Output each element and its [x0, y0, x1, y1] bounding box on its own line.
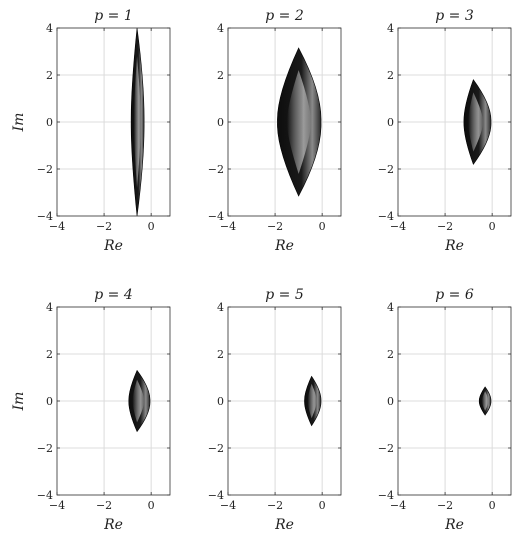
y-tick-label: 2	[217, 348, 224, 361]
y-tick-label: −2	[208, 163, 224, 176]
y-tick-label: 4	[217, 301, 224, 314]
x-axis-label: Re	[103, 517, 123, 533]
x-tick-label: −2	[96, 220, 112, 233]
subplot-2: −4 −2 0 −4 −2 0 2 4 p = 2 Re	[208, 8, 342, 254]
y-tick-label: −4	[208, 210, 224, 223]
x-tick-label: −2	[437, 499, 453, 512]
y-tick-label: 4	[217, 22, 224, 35]
y-tick-label: 2	[46, 348, 53, 361]
y-tick-label: −4	[37, 210, 53, 223]
x-tick-label: −2	[437, 220, 453, 233]
y-tick-label: 2	[387, 348, 394, 361]
x-axis-label: Re	[444, 517, 464, 533]
x-axis-label: Re	[274, 238, 294, 254]
subplot-1: −4 −2 0 −4 −2 0 2 4 p = 1 Re Im	[11, 8, 171, 254]
subplot-title: p = 1	[94, 8, 133, 24]
subplot-5: −4 −2 0 −4 −2 0 2 4 p = 5 Re	[208, 287, 342, 533]
y-tick-label: 2	[217, 69, 224, 82]
subplot-title: p = 6	[435, 287, 474, 303]
y-tick-label: −4	[37, 489, 53, 502]
stability-region-highlight	[133, 56, 141, 188]
x-tick-label: −2	[267, 499, 283, 512]
x-tick-label: 0	[319, 499, 326, 512]
subplot-title: p = 3	[435, 8, 474, 24]
y-tick-label: −2	[378, 163, 394, 176]
subplot-title: p = 4	[94, 287, 133, 303]
x-tick-label: −4	[220, 499, 236, 512]
stability-region-highlight	[307, 383, 317, 419]
x-tick-label: −4	[220, 220, 236, 233]
subplot-6: −4 −2 0 −4 −2 0 2 4 p = 6 Re	[378, 287, 512, 533]
y-tick-label: 0	[387, 116, 394, 129]
y-tick-label: 4	[387, 22, 394, 35]
x-tick-label: −4	[390, 220, 406, 233]
y-tick-label: −4	[378, 210, 394, 223]
x-tick-label: −4	[390, 499, 406, 512]
y-tick-label: 4	[46, 301, 53, 314]
y-tick-label: 0	[46, 395, 53, 408]
x-tick-label: 0	[148, 220, 155, 233]
y-axis-label: Im	[11, 113, 27, 133]
subplot-4: −4 −2 0 −4 −2 0 2 4 p = 4 Re Im	[11, 287, 171, 533]
stability-region-highlight	[286, 70, 311, 174]
y-tick-label: 0	[387, 395, 394, 408]
y-tick-label: −2	[37, 442, 53, 455]
y-tick-label: 0	[46, 116, 53, 129]
y-tick-label: 4	[46, 22, 53, 35]
subplot-3: −4 −2 0 −4 −2 0 2 4 p = 3 Re	[378, 8, 512, 254]
y-tick-label: −2	[37, 163, 53, 176]
x-axis-label: Re	[444, 238, 464, 254]
x-tick-label: −4	[49, 499, 65, 512]
stability-region-highlight	[468, 92, 484, 152]
y-tick-label: 2	[46, 69, 53, 82]
x-tick-label: −4	[49, 220, 65, 233]
x-tick-label: 0	[148, 499, 155, 512]
subplot-title: p = 5	[265, 287, 304, 303]
y-tick-label: 4	[387, 301, 394, 314]
stability-region-highlight	[481, 391, 489, 411]
stability-region-highlight	[132, 379, 145, 423]
x-axis-label: Re	[274, 517, 294, 533]
y-axis-label: Im	[11, 392, 27, 412]
x-axis-label: Re	[103, 238, 123, 254]
y-tick-label: −2	[378, 442, 394, 455]
y-tick-label: −4	[378, 489, 394, 502]
y-tick-label: −2	[208, 442, 224, 455]
x-tick-label: 0	[319, 220, 326, 233]
y-tick-label: 2	[387, 69, 394, 82]
x-tick-label: 0	[489, 499, 496, 512]
x-tick-label: 0	[489, 220, 496, 233]
x-tick-label: −2	[96, 499, 112, 512]
x-tick-label: −2	[267, 220, 283, 233]
subplot-title: p = 2	[265, 8, 304, 24]
y-tick-label: −4	[208, 489, 224, 502]
y-tick-label: 0	[217, 116, 224, 129]
y-tick-label: 0	[217, 395, 224, 408]
